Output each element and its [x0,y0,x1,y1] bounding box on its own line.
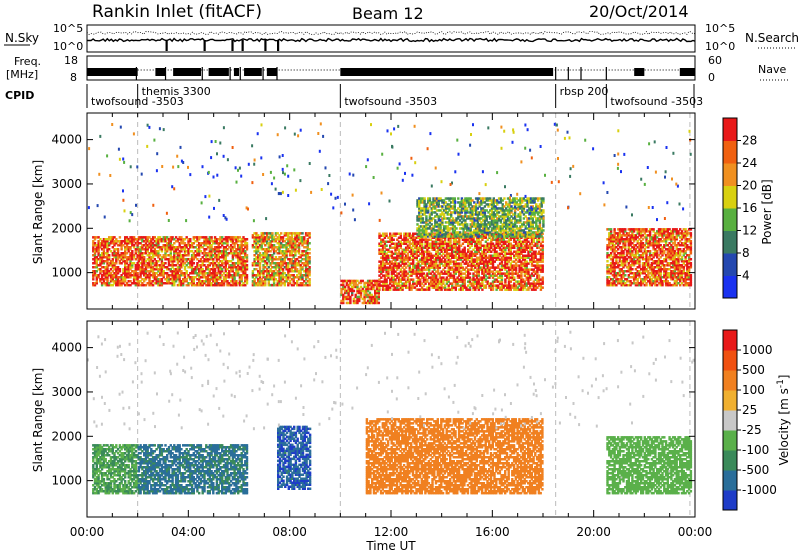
heatmap-cell [385,233,387,236]
freq-band [155,68,165,76]
freq-band [209,68,229,76]
heatmap-cell [469,272,471,275]
nsearch-label: N.Search [745,31,799,45]
nsky-spike [231,40,233,51]
beam-label: Beam 12 [352,4,424,23]
cpid-label: CPID [5,89,34,102]
freq-tick-bottom: 8 [70,71,77,84]
freq-band [244,68,262,76]
heatmap-cell [385,245,387,248]
heatmap-cell [466,223,468,226]
nsky-spike [277,40,279,51]
heatmap-cell [425,215,427,218]
heatmap-cell [246,254,248,257]
nsearch-trace [87,32,695,35]
cpid-segment-label: rbsp 200 [560,85,609,98]
nsearch-tick-bottom: 10^0 [705,40,735,53]
heatmap-cell [422,217,424,220]
heatmap-cell [119,268,121,271]
nave-label: Nave [758,63,786,76]
freq-band [680,68,695,76]
freq-band [234,68,239,76]
heatmap-cell [542,276,544,279]
heatmap-cell [189,238,191,241]
heatmap-cell [393,239,395,242]
heatmap-cell [246,274,248,277]
heatmap-cell [378,302,380,305]
heatmap-cell [117,248,119,251]
heatmap-cell [280,232,282,235]
nsky-label: N.Sky [5,31,39,45]
heatmap-cell [538,274,540,277]
heatmap-cell [308,266,310,269]
heatmap-cell [246,238,248,241]
heatmap-cell [193,262,195,265]
heatmap-cell [308,256,310,259]
nave-tick-top: 60 [708,54,722,67]
heatmap-cell [308,232,310,235]
freq-trace-layer [87,67,695,80]
heatmap-cell [131,250,133,253]
heatmap-cell [513,276,515,279]
heatmap-cell [400,233,402,236]
heatmap-cell [480,235,482,238]
nsky-trace-layer [87,32,695,52]
heatmap-cell [108,254,110,257]
nsky-spike [166,40,168,51]
heatmap-cell [464,247,466,250]
heatmap-cell [542,286,544,289]
station-title: Rankin Inlet (fitACF) [92,2,262,22]
cpid-segment-label: twofsound -3503 [344,95,437,108]
nsky-spike [264,40,266,51]
heatmap-cell [457,197,459,200]
freq-label-line1: Freq. [14,55,41,68]
heatmap-cell [210,236,212,239]
heatmap-cell [271,232,273,235]
heatmap-cell [143,256,145,259]
cpid-segment-label: themis 3300 [142,85,211,98]
nsky-panel-frame [87,25,695,52]
heatmap-cell [429,197,431,200]
nave-tick-bottom: 0 [708,71,715,84]
heatmap-cell [542,264,544,267]
freq-tick-top: 18 [64,54,78,67]
nsky-spike [242,40,244,51]
cpid-segments: twofsound -3503 themis 3300 twofsound -350… [87,84,703,108]
heatmap-cell [308,278,310,281]
freq-band [634,68,644,76]
heatmap-cell [423,197,425,200]
heatmap-cell [301,232,303,235]
freq-band [340,68,553,76]
date-label: 20/Oct/2014 [589,2,689,21]
heatmap-cell [308,248,310,251]
freq-band [267,68,277,76]
power-heatmap [87,113,695,309]
nsky-tick-bottom: 10^0 [53,40,83,53]
freq-band [173,68,201,76]
nsky-tick-top: 10^5 [53,22,83,35]
heatmap-cell [412,278,414,281]
heatmap-cell [353,290,355,293]
heatmap-cell [308,252,310,255]
heatmap-cell [136,272,138,275]
nsearch-tick-top: 10^5 [705,22,735,35]
heatmap-cell [164,262,166,265]
freq-band [87,68,138,76]
heatmap-cell [454,197,456,200]
heatmap-cell [455,227,457,230]
heatmap-cell [119,236,121,239]
heatmap-cell [308,242,310,245]
nsky-spike [204,40,206,51]
nsky-trace [87,39,695,42]
heatmap-cell [246,242,248,245]
cpid-segment-label: twofsound -3503 [610,95,703,108]
heatmap-cell [542,245,544,248]
freq-label-line2: [MHz] [6,68,38,81]
heatmap-cell [246,264,248,267]
heatmap-cell [186,270,188,273]
